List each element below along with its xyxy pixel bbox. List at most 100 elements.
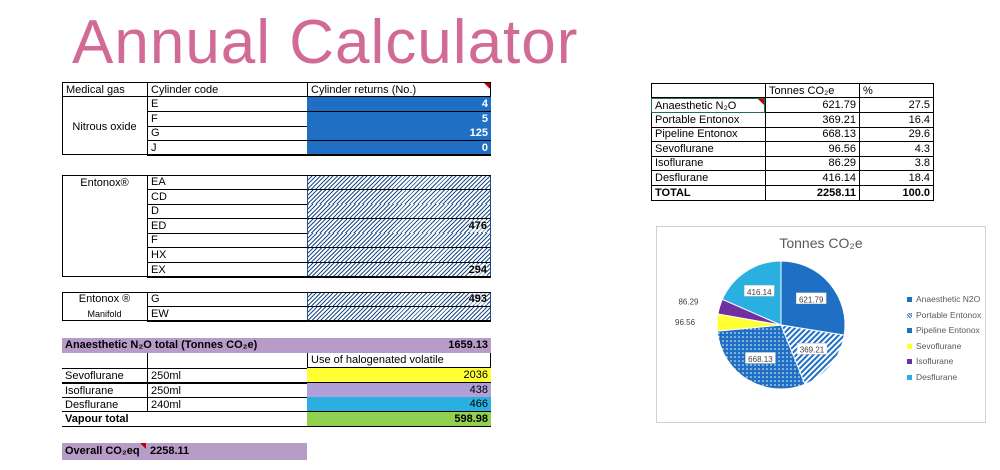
cylinder-return-input[interactable] bbox=[307, 248, 491, 263]
pie-data-label: 369.21 bbox=[796, 342, 828, 355]
volatile-name: Isoflurane bbox=[62, 382, 147, 398]
legend-item: Desflurane bbox=[907, 371, 981, 387]
header-medical-gas: Medical gas bbox=[62, 82, 147, 97]
pie-slice[interactable] bbox=[780, 324, 845, 385]
cylinder-return-value: 476 bbox=[468, 219, 487, 232]
summary-row-pct: 18.4 bbox=[859, 171, 934, 186]
cylinder-return-input[interactable]: 4 bbox=[307, 97, 491, 112]
pie-data-label-text: 416.14 bbox=[747, 288, 772, 297]
pie-data-label-box bbox=[745, 352, 776, 364]
overall-band bbox=[62, 443, 307, 460]
legend-item: Sevoflurane bbox=[907, 340, 981, 356]
cylinder-code-cell: F bbox=[147, 111, 307, 127]
summary-row-tonnes: 369.21 bbox=[765, 112, 859, 128]
legend-item: Pipeline Entonox bbox=[907, 324, 981, 340]
pie-data-label-text: 621.79 bbox=[799, 295, 824, 304]
pie-data-label-box bbox=[795, 292, 827, 305]
chart-title: Tonnes CO₂e bbox=[779, 235, 863, 251]
pie-data-label-text: 668.13 bbox=[748, 355, 773, 364]
summary-row-name: Pipeline Entonox bbox=[651, 127, 765, 143]
volatile-usage-input[interactable]: 2036 bbox=[307, 368, 491, 383]
legend-swatch bbox=[907, 312, 912, 318]
cylinder-code-cell: HX bbox=[147, 248, 307, 263]
pie-data-label-text: 86.29 bbox=[678, 297, 699, 306]
overall-value: 2258.11 bbox=[150, 445, 190, 457]
vapour-total-spacer bbox=[147, 412, 307, 427]
cylinder-return-input[interactable]: 476 bbox=[307, 218, 491, 234]
legend-swatch bbox=[907, 359, 912, 365]
cylinder-code-cell: EA bbox=[147, 175, 307, 190]
legend-swatch bbox=[907, 343, 912, 349]
pie-data-label-text: 369.21 bbox=[800, 346, 825, 355]
volatile-usage-input[interactable]: 438 bbox=[307, 382, 491, 398]
pie-svg: 621.79 369.21 668.13 96.56 86.29 416.14 bbox=[675, 260, 846, 390]
summary-row-name: Sevoflurane bbox=[651, 141, 765, 157]
summary-total-pct: 100.0 bbox=[859, 185, 934, 201]
summary-total-tonnes: 2258.11 bbox=[765, 185, 859, 201]
page-title: Annual Calculator bbox=[72, 8, 579, 77]
legend-swatch bbox=[907, 374, 912, 380]
legend-label: Portable Entonox bbox=[916, 309, 982, 320]
pie-data-label-text: 96.56 bbox=[675, 318, 696, 327]
legend-swatch bbox=[907, 297, 912, 303]
anaesthetic-total-value: 1659.13 bbox=[448, 339, 488, 351]
cylinder-code-cell: E bbox=[147, 97, 307, 112]
pie-data-label: 621.79 bbox=[795, 292, 827, 305]
legend-label: Sevoflurane bbox=[916, 340, 962, 351]
pie-data-label: 416.14 bbox=[744, 285, 775, 297]
cylinder-code-cell: F bbox=[147, 233, 307, 249]
legend-item: Anaesthetic N2O bbox=[907, 293, 981, 309]
cylinder-return-input[interactable] bbox=[307, 233, 491, 249]
anaesthetic-total-label: Anaesthetic N₂O total (Tonnes CO₂e) bbox=[65, 339, 258, 351]
summary-row-name: Desflurane bbox=[651, 171, 765, 186]
cylinder-code-cell: ED bbox=[147, 218, 307, 234]
entonox-manifold-label: Entonox ® bbox=[78, 293, 131, 305]
volatile-name: Sevoflurane bbox=[62, 368, 147, 383]
divider bbox=[147, 353, 148, 368]
volatile-bottle-size: 250ml bbox=[147, 368, 307, 383]
legend-item: Portable Entonox bbox=[907, 309, 981, 325]
cylinder-return-input[interactable]: 5 bbox=[307, 111, 491, 127]
pie-data-label-box bbox=[796, 342, 828, 355]
cylinder-return-input[interactable]: 493 bbox=[307, 292, 491, 307]
summary-header-tonnes: Tonnes CO₂e bbox=[765, 83, 859, 98]
summary-row-pct: 4.3 bbox=[859, 141, 934, 157]
overall-label: Overall CO₂eq bbox=[65, 445, 140, 457]
anaesthetic-total-band bbox=[62, 338, 491, 353]
manifold-block-border bbox=[62, 292, 491, 322]
vapour-total-label: Vapour total bbox=[62, 412, 147, 427]
summary-row-pct: 29.6 bbox=[859, 127, 934, 143]
cylinder-return-input[interactable] bbox=[307, 189, 491, 205]
summary-row-tonnes: 621.79 bbox=[765, 98, 859, 113]
cylinder-return-input[interactable] bbox=[307, 204, 491, 220]
volatile-usage-input[interactable]: 466 bbox=[307, 397, 491, 413]
summary-row-pct: 27.5 bbox=[859, 98, 934, 113]
vapour-total-value: 598.98 bbox=[307, 411, 491, 427]
header-cylinder-returns: Cylinder returns (No.) bbox=[307, 82, 491, 97]
cylinder-code-cell: D bbox=[147, 204, 307, 220]
pie-data-label: 668.13 bbox=[745, 352, 776, 364]
volatile-bottle-size: 240ml bbox=[147, 397, 307, 413]
cylinder-return-value: 294 bbox=[468, 263, 487, 276]
halogenated-header: Use of halogenated volatile bbox=[307, 353, 491, 368]
summary-row-tonnes: 86.29 bbox=[765, 156, 859, 172]
cylinder-code-cell: CD bbox=[147, 189, 307, 205]
volatile-name: Desflurane bbox=[62, 397, 147, 413]
chart-legend: Anaesthetic N2O Portable Entonox Pipeline … bbox=[907, 293, 981, 386]
summary-header-pct: % bbox=[859, 83, 934, 98]
legend-swatch bbox=[907, 328, 912, 334]
pie-chart[interactable]: Tonnes CO₂e 621.79 369.21 668.13 96.56 86.29… bbox=[656, 226, 986, 423]
summary-row-tonnes: 668.13 bbox=[765, 127, 859, 143]
volatile-bottle-size: 250ml bbox=[147, 382, 307, 398]
legend-label: Anaesthetic N2O bbox=[916, 294, 981, 304]
summary-row-name: Anaesthetic N₂O bbox=[651, 98, 765, 113]
entonox-label: Entonox® bbox=[80, 177, 129, 189]
cylinder-return-input[interactable] bbox=[307, 175, 491, 190]
legend-label: Isoflurane bbox=[916, 356, 954, 366]
summary-row-name: Isoflurane bbox=[651, 156, 765, 172]
cylinder-return-input[interactable]: 125 bbox=[307, 126, 491, 142]
pie-data-label-box bbox=[744, 285, 775, 297]
pie-data-label: 96.56 bbox=[675, 318, 696, 327]
comment-marker bbox=[484, 83, 490, 89]
cylinder-code-cell: G bbox=[147, 126, 307, 142]
